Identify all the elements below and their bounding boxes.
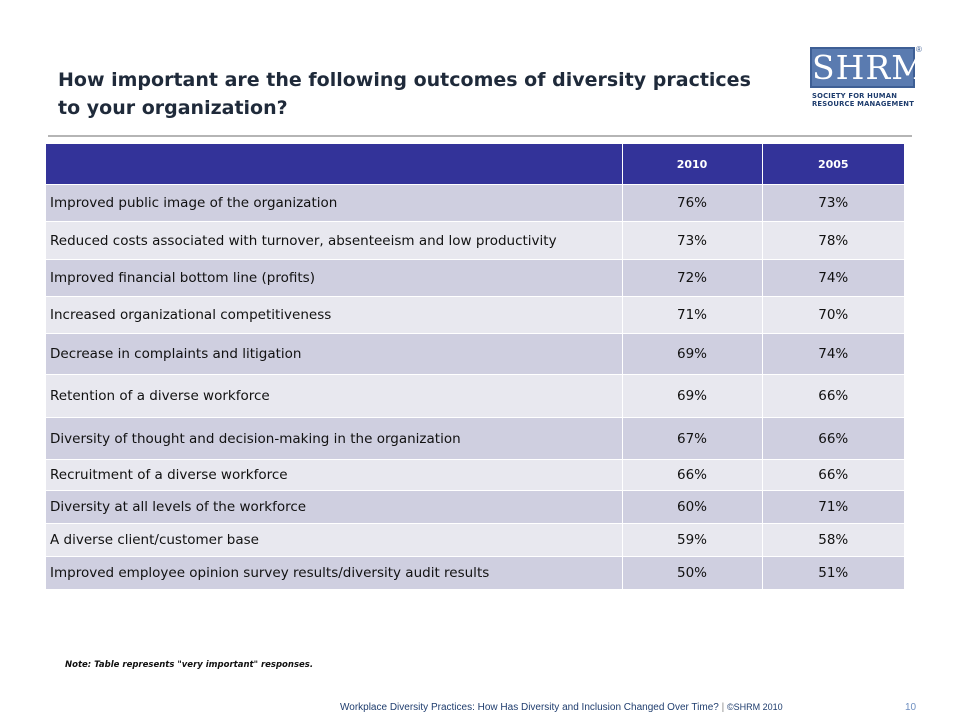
table-header-row: 2010 2005 — [46, 144, 904, 185]
row-label: Improved public image of the organizatio… — [46, 184, 622, 222]
value-2005: 58% — [761, 523, 904, 557]
value-2005: 70% — [761, 296, 904, 334]
row-label: Recruitment of a diverse workforce — [46, 459, 622, 491]
header-2010: 2010 — [621, 144, 762, 185]
slide-footer: Workplace Diversity Practices: How Has D… — [340, 702, 920, 713]
row-label: Improved financial bottom line (profits) — [46, 259, 622, 297]
row-label: Increased organizational competitiveness — [46, 296, 622, 334]
table-row: Recruitment of a diverse workforce 66% 6… — [46, 459, 904, 491]
title-divider — [48, 135, 912, 137]
logo-line-1: SOCIETY FOR HUMAN — [812, 92, 898, 100]
value-2010: 71% — [621, 296, 762, 334]
row-label: Diversity of thought and decision-making… — [46, 417, 622, 460]
value-2005: 73% — [761, 184, 904, 222]
table-row: Reduced costs associated with turnover, … — [46, 221, 904, 260]
value-2010: 50% — [621, 556, 762, 589]
value-2010: 60% — [621, 490, 762, 524]
header-2005: 2005 — [761, 144, 904, 185]
value-2010: 69% — [621, 333, 762, 375]
table-row: Improved financial bottom line (profits)… — [46, 259, 904, 297]
registered-mark: ® — [916, 45, 922, 54]
table-row: Retention of a diverse workforce 69% 66% — [46, 374, 904, 418]
value-2010: 76% — [621, 184, 762, 222]
page-title: How important are the following outcomes… — [58, 69, 751, 119]
value-2010: 59% — [621, 523, 762, 557]
logo-mark: SHRM — [810, 47, 927, 88]
table-row: Decrease in complaints and litigation 69… — [46, 333, 904, 375]
footer-separator: | — [721, 702, 725, 713]
value-2005: 74% — [761, 333, 904, 375]
value-2010: 73% — [621, 221, 762, 260]
value-2005: 71% — [761, 490, 904, 524]
header-blank — [46, 144, 622, 185]
table-row: Diversity at all levels of the workforce… — [46, 490, 904, 524]
row-label: Improved employee opinion survey results… — [46, 556, 622, 589]
value-2005: 66% — [761, 374, 904, 418]
row-label: A diverse client/customer base — [46, 523, 622, 557]
value-2005: 66% — [761, 417, 904, 460]
value-2010: 69% — [621, 374, 762, 418]
value-2005: 74% — [761, 259, 904, 297]
logo-subtitle: SOCIETY FOR HUMAN RESOURCE MANAGEMENT — [812, 92, 922, 108]
row-label: Diversity at all levels of the workforce — [46, 490, 622, 524]
logo-line-2: RESOURCE MANAGEMENT — [812, 100, 915, 108]
table-row: Increased organizational competitiveness… — [46, 296, 904, 334]
table-note: Note: Table represents "very important" … — [65, 660, 314, 670]
outcomes-table: 2010 2005 Improved public image of the o… — [46, 144, 904, 589]
footer-title: Workplace Diversity Practices: How Has D… — [340, 702, 719, 713]
value-2005: 78% — [761, 221, 904, 260]
table-row: A diverse client/customer base 59% 58% — [46, 523, 904, 557]
row-label: Decrease in complaints and litigation — [46, 333, 622, 375]
table-row: Improved employee opinion survey results… — [46, 556, 904, 589]
value-2010: 72% — [621, 259, 762, 297]
footer-copyright: ©SHRM 2010 — [727, 702, 783, 712]
table-row: Diversity of thought and decision-making… — [46, 417, 904, 460]
row-label: Reduced costs associated with turnover, … — [46, 221, 622, 260]
shrm-logo: SHRM ® SOCIETY FOR HUMAN RESOURCE MANAGE… — [810, 45, 927, 119]
page-number: 10 — [905, 702, 917, 713]
value-2005: 51% — [761, 556, 904, 589]
table-row: Improved public image of the organizatio… — [46, 184, 904, 222]
row-label: Retention of a diverse workforce — [46, 374, 622, 418]
value-2010: 66% — [621, 459, 762, 491]
value-2010: 67% — [621, 417, 762, 460]
value-2005: 66% — [761, 459, 904, 491]
